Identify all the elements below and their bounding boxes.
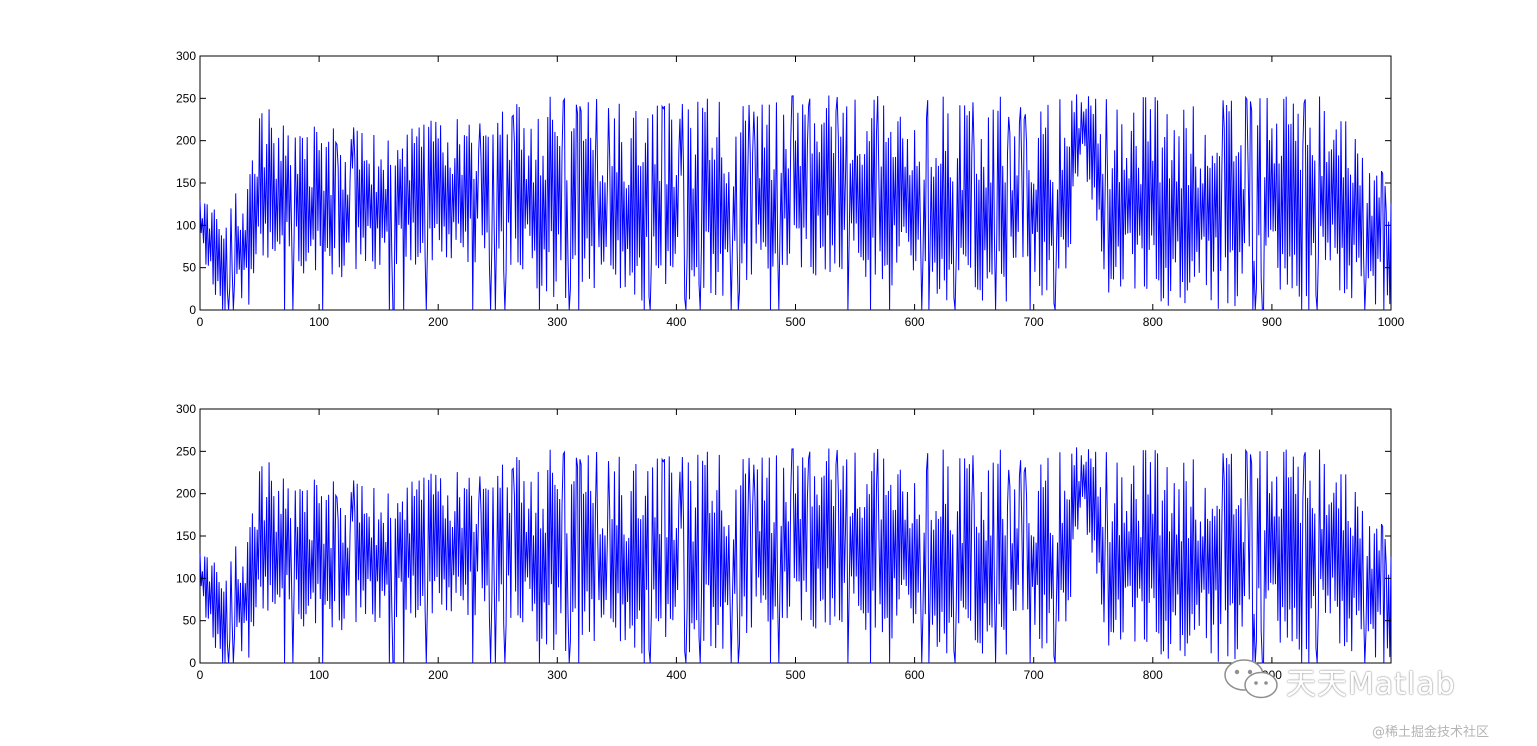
x-tick-label: 200 (428, 315, 448, 329)
x-tick-label: 500 (785, 315, 805, 329)
x-tick-label: 400 (666, 668, 686, 682)
x-tick-label: 500 (785, 668, 805, 682)
y-tick-label: 50 (183, 614, 197, 628)
x-tick-label: 100 (309, 668, 329, 682)
x-tick-label: 200 (428, 668, 448, 682)
y-tick-label: 100 (176, 571, 196, 585)
x-tick-label: 100 (309, 315, 329, 329)
x-tick-label: 700 (1024, 668, 1044, 682)
top-signal-line (199, 94, 1392, 311)
y-tick-label: 0 (189, 303, 196, 317)
y-tick-label: 100 (176, 218, 196, 232)
top-subplot: 0 100 200 300 400 500 600 700 800 900 1000 0 50 100 1… (176, 49, 1405, 329)
watermark-text: 天天Matlab (1286, 667, 1456, 702)
y-tick-label: 150 (176, 529, 196, 543)
x-tick-label: 0 (197, 668, 204, 682)
x-tick-label: 300 (547, 668, 567, 682)
y-tick-label: 200 (176, 487, 196, 501)
x-tick-label: 900 (1262, 315, 1282, 329)
top-y-ticks: 0 50 100 150 200 250 300 (176, 49, 1391, 317)
top-x-ticks: 0 100 200 300 400 500 600 700 800 900 1000 (197, 56, 1405, 329)
x-tick-label: 800 (1143, 315, 1163, 329)
y-tick-label: 0 (189, 656, 196, 670)
x-tick-label: 0 (197, 315, 204, 329)
x-tick-label: 1000 (1378, 315, 1405, 329)
bottom-y-ticks: 0 50 100 150 200 250 300 (176, 402, 1391, 670)
y-tick-label: 300 (176, 49, 196, 63)
x-tick-label: 600 (905, 668, 925, 682)
y-tick-label: 50 (183, 261, 197, 275)
x-tick-label: 700 (1024, 315, 1044, 329)
x-tick-label: 600 (905, 315, 925, 329)
y-tick-label: 300 (176, 402, 196, 416)
y-tick-label: 150 (176, 176, 196, 190)
x-tick-label: 800 (1143, 668, 1163, 682)
watermark: 天天Matlab (1222, 655, 1492, 705)
y-tick-label: 200 (176, 134, 196, 148)
y-tick-label: 250 (176, 91, 196, 105)
x-tick-label: 300 (547, 315, 567, 329)
source-credit: @稀土掘金技术社区 (1372, 725, 1490, 740)
bottom-signal-line (199, 447, 1392, 664)
y-tick-label: 250 (176, 444, 196, 458)
wechat-icon (1224, 659, 1278, 699)
x-tick-label: 400 (666, 315, 686, 329)
